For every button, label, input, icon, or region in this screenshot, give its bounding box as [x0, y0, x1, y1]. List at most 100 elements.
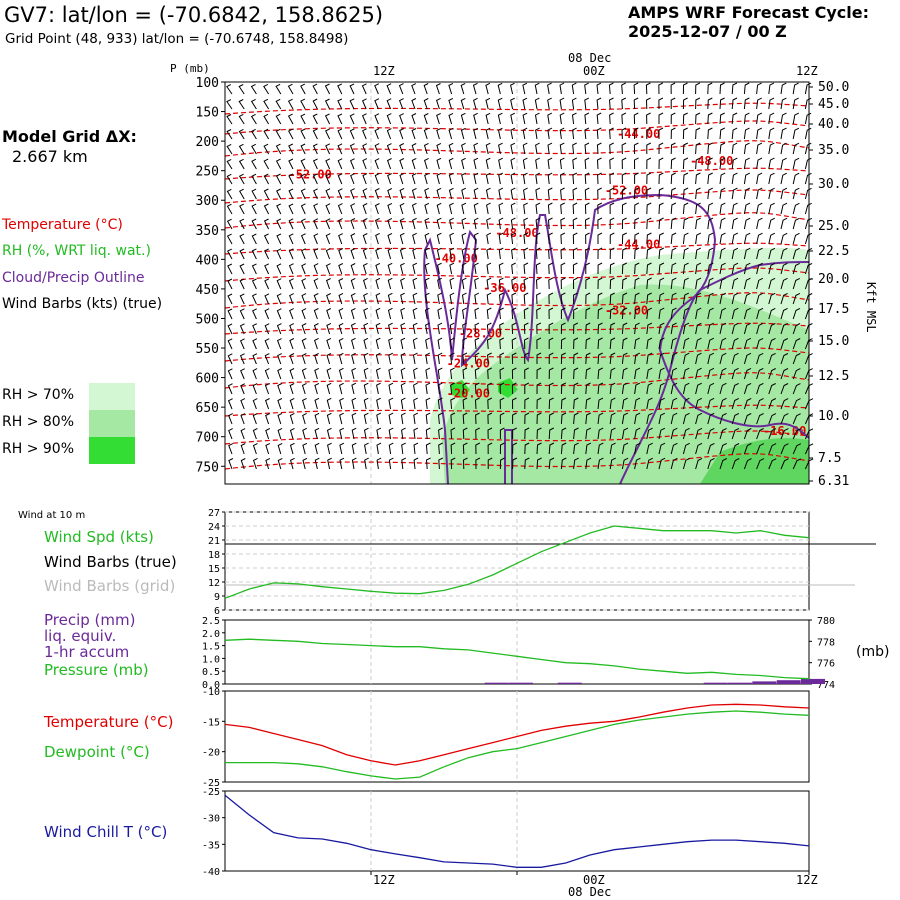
wind-barb [487, 442, 493, 455]
height-tick-label: 7.5 [818, 451, 841, 466]
isotherm-line [224, 167, 810, 180]
wind-barb [585, 382, 591, 395]
wind-barb [572, 217, 578, 230]
wind-barb [437, 307, 443, 320]
wind-barb [450, 367, 455, 380]
wind-barb [449, 277, 455, 290]
wind-barb [251, 218, 257, 230]
wind-barb [707, 292, 714, 305]
wind-barb [658, 202, 664, 215]
forecast-cycle-value: 2025-12-07 / 00 Z [628, 22, 787, 41]
wind-barb [572, 277, 578, 290]
pressure-tick-label: 100 [196, 76, 219, 91]
wind-barb [448, 82, 454, 95]
wind-barb [313, 308, 319, 320]
wind-barb [313, 263, 319, 275]
wind-barb [792, 202, 800, 215]
forecast-cycle-title: AMPS WRF Forecast Cycle: [628, 3, 870, 22]
wind-barb [547, 202, 553, 215]
wind-barb [474, 337, 480, 350]
wind-barb [609, 412, 616, 425]
bottom-date-label: 08 Dec [568, 885, 612, 899]
wind-barb [510, 157, 516, 170]
wind-barb [670, 187, 677, 200]
wind-barb [792, 157, 800, 170]
wind-barb [450, 427, 456, 440]
wind-barb [536, 397, 542, 410]
wind-barb [658, 157, 664, 170]
isotherm-label: -40.00 [434, 251, 477, 265]
wind-barb [301, 367, 307, 380]
wind-barb [240, 458, 246, 470]
wind-barb [486, 292, 492, 305]
pressure-tick-label: 350 [196, 224, 219, 239]
wind-barb [792, 217, 800, 230]
wind-barb [436, 127, 442, 140]
wind-barb [435, 83, 441, 95]
wind-barb [756, 352, 764, 365]
wind-barb [756, 247, 763, 260]
wind-barb [511, 367, 517, 380]
wind-barb [743, 247, 751, 260]
wind-barb [571, 112, 577, 125]
wind-barb [462, 442, 468, 455]
wind-barb [768, 368, 776, 380]
wind-barb [387, 262, 393, 275]
pressure-tick-label: 300 [196, 194, 219, 209]
wind-barb [386, 98, 392, 110]
wind-barb [338, 263, 344, 275]
isotherm-label: -44.00 [617, 238, 660, 252]
wind-barb [314, 397, 320, 410]
wind-barb [289, 442, 295, 455]
wind-barb [301, 338, 307, 350]
wind-barb [424, 217, 430, 230]
wind-barb [560, 217, 566, 230]
wind-barb [536, 442, 542, 455]
wind-barb [621, 157, 627, 170]
wind-barb [719, 367, 727, 380]
wind-barb [375, 307, 381, 320]
wind-barb [695, 202, 701, 215]
wind-barb [474, 307, 480, 320]
wind-barb [780, 383, 789, 395]
wind-barb [337, 98, 343, 110]
wind-barb [436, 217, 442, 230]
grid-point-info: Grid Point (48, 933) lat/lon = (-70.6748… [5, 31, 349, 47]
wind-barb [264, 398, 270, 410]
wind-barb [351, 427, 357, 440]
wind-barb [362, 277, 368, 290]
wind-barb [263, 113, 270, 125]
wind-barb [250, 128, 257, 140]
wind-barb [337, 128, 343, 140]
wind-barb [436, 187, 442, 200]
wind-barb [313, 337, 319, 350]
wind-barb [399, 247, 405, 260]
wind-barb [572, 127, 577, 140]
wind-barb [804, 97, 812, 110]
wind-barb [609, 307, 616, 320]
wind-barb [474, 277, 479, 290]
wind-barb [413, 457, 419, 470]
wind-barb [670, 262, 677, 275]
wind-barb [487, 352, 492, 365]
wind-barb [413, 367, 418, 380]
wind-barb [448, 142, 454, 155]
wind-barb [313, 278, 319, 290]
wind-barb [731, 82, 738, 95]
wind-barb [682, 382, 690, 395]
windchill-panel-ytick-label: -35 [202, 840, 220, 851]
label-1hr-accum: 1-hr accum [44, 643, 130, 661]
wind-barb [400, 337, 406, 350]
wind-barb [682, 142, 689, 155]
wind-barb [621, 232, 627, 245]
wind-barb [695, 82, 701, 95]
wind-barb [325, 263, 331, 275]
wind-barb [412, 277, 418, 290]
wind-barb [658, 142, 664, 155]
legend-rh80: RH > 80% [2, 414, 75, 430]
wind-barb [275, 113, 282, 125]
wind-barb [768, 127, 775, 140]
wind-barb [658, 217, 664, 230]
wind-barb [411, 83, 417, 95]
wind-barb [572, 202, 578, 215]
